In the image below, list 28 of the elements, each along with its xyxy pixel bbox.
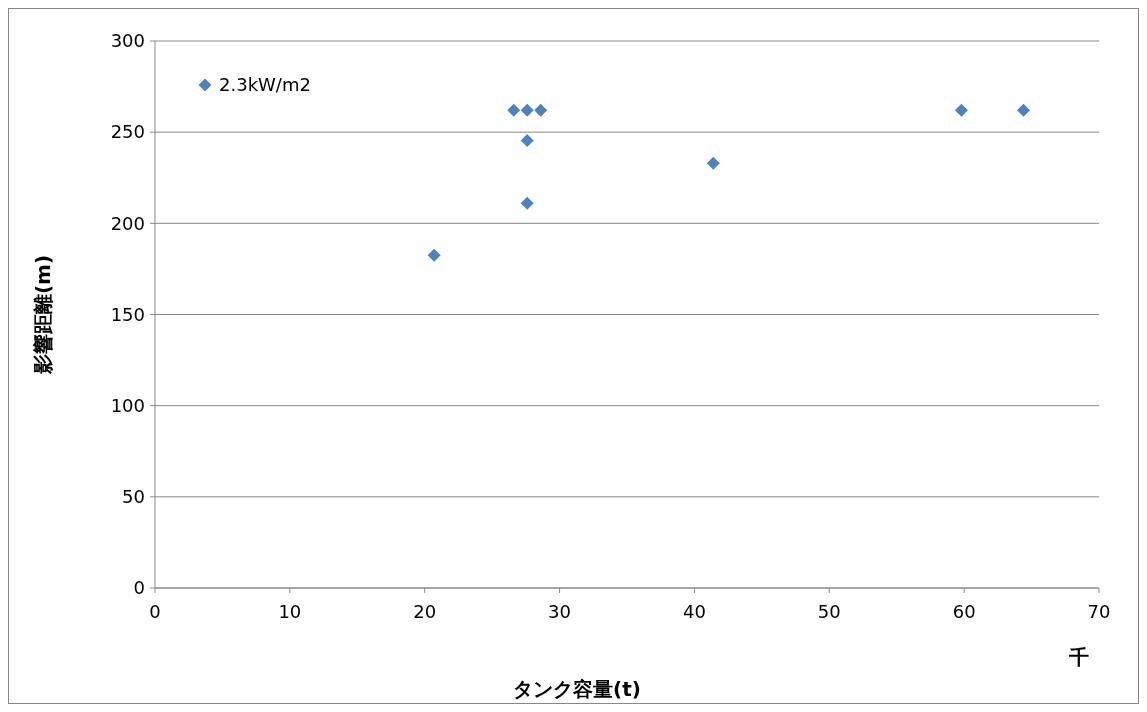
x-tick-label: 30 xyxy=(548,601,572,622)
point xyxy=(706,156,720,170)
y-tick-label: 150 xyxy=(110,303,145,325)
y-tick-label: 200 xyxy=(110,212,145,234)
point xyxy=(954,103,968,117)
x-tick-label: 50 xyxy=(817,601,841,622)
text: 千 xyxy=(1068,645,1089,669)
x-tick-label: 10 xyxy=(278,601,302,622)
y-tick-label: 300 xyxy=(110,30,145,52)
point xyxy=(534,103,548,117)
point xyxy=(520,196,534,210)
point xyxy=(1016,103,1030,117)
x-tick-label: 40 xyxy=(682,601,706,622)
point xyxy=(520,134,534,148)
y-tick-label: 0 xyxy=(133,577,145,599)
x-tick-label: 70 xyxy=(1087,601,1111,622)
y-tick-label: 250 xyxy=(110,121,145,143)
y-tick-label: 50 xyxy=(122,486,145,508)
x-tick-label: 0 xyxy=(149,601,161,622)
y-axis-title: 影響距離(m) xyxy=(31,254,55,376)
x-tick-label: 60 xyxy=(952,601,976,622)
legend-label: 2.3kW/m2 xyxy=(219,74,311,96)
point xyxy=(427,248,441,262)
x-axis-title: タンク容量(t) xyxy=(513,677,641,701)
point xyxy=(507,103,521,117)
x-tick-label: 20 xyxy=(413,601,437,622)
y-tick-label: 100 xyxy=(110,394,145,416)
point xyxy=(520,103,534,117)
